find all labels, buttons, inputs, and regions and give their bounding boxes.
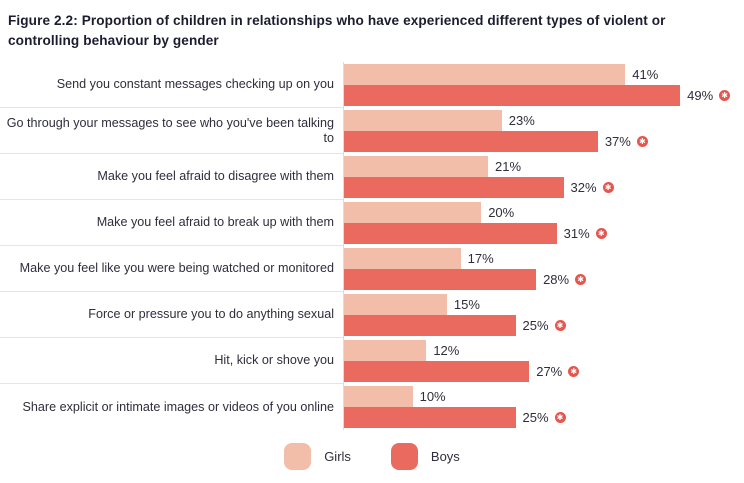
category-label: Go through your messages to see who you'… bbox=[0, 108, 343, 154]
plot-area: 21% 32% ✱ bbox=[343, 154, 744, 200]
significance-icon: ✱ bbox=[568, 366, 580, 377]
chart-row: Share explicit or intimate images or vid… bbox=[0, 384, 744, 430]
legend-item-boys: Boys bbox=[390, 443, 460, 470]
boys-bar bbox=[344, 223, 557, 244]
category-label: Force or pressure you to do anything sex… bbox=[0, 292, 343, 338]
chart-row: Force or pressure you to do anything sex… bbox=[0, 292, 744, 338]
girls-bar-line: 12% bbox=[344, 340, 744, 361]
boys-value-label: 27% bbox=[536, 364, 563, 379]
girls-value-label: 21% bbox=[495, 159, 522, 174]
legend-label-boys: Boys bbox=[430, 449, 460, 464]
chart-row: Make you feel like you were being watche… bbox=[0, 246, 744, 292]
girls-bar bbox=[344, 202, 482, 223]
girls-bar-line: 23% bbox=[344, 110, 744, 131]
chart-row: Go through your messages to see who you'… bbox=[0, 108, 744, 154]
boys-bar-line: 37% ✱ bbox=[344, 131, 744, 152]
girls-value-label: 12% bbox=[433, 343, 460, 358]
girls-bar-line: 41% bbox=[344, 64, 744, 85]
girls-bar bbox=[344, 64, 626, 85]
girls-bar bbox=[344, 248, 461, 269]
girls-value-label: 20% bbox=[488, 205, 515, 220]
girls-value-label: 41% bbox=[632, 67, 659, 82]
girls-swatch-icon bbox=[284, 443, 312, 470]
plot-area: 12% 27% ✱ bbox=[343, 338, 744, 384]
boys-value-label: 28% bbox=[543, 272, 570, 287]
boys-bar bbox=[344, 131, 598, 152]
boys-bar-line: 27% ✱ bbox=[344, 361, 744, 382]
boys-bar-line: 25% ✱ bbox=[344, 407, 744, 428]
category-label: Send you constant messages checking up o… bbox=[0, 62, 343, 108]
boys-value-label: 37% bbox=[604, 134, 631, 149]
plot-area: 15% 25% ✱ bbox=[343, 292, 744, 338]
chart-rows: Send you constant messages checking up o… bbox=[0, 62, 744, 430]
significance-icon: ✱ bbox=[719, 90, 731, 101]
girls-bar bbox=[344, 156, 489, 177]
chart-row: Send you constant messages checking up o… bbox=[0, 62, 744, 108]
legend-label-girls: Girls bbox=[324, 449, 351, 464]
girls-bar-line: 20% bbox=[344, 202, 744, 223]
girls-bar-line: 17% bbox=[344, 248, 744, 269]
girls-bar-line: 10% bbox=[344, 386, 744, 407]
boys-bar bbox=[344, 269, 537, 290]
category-label: Make you feel like you were being watche… bbox=[0, 246, 343, 292]
plot-area: 41% 49% ✱ bbox=[343, 62, 744, 108]
boys-bar-line: 25% ✱ bbox=[344, 315, 744, 336]
figure-title: Figure 2.2: Proportion of children in re… bbox=[8, 13, 666, 48]
significance-icon: ✱ bbox=[602, 182, 614, 193]
boys-bar bbox=[344, 407, 516, 428]
girls-value-label: 10% bbox=[419, 389, 446, 404]
significance-icon: ✱ bbox=[636, 136, 648, 147]
girls-value-label: 23% bbox=[508, 113, 535, 128]
girls-bar bbox=[344, 294, 447, 315]
boys-value-label: 25% bbox=[522, 318, 549, 333]
girls-bar-line: 21% bbox=[344, 156, 744, 177]
boys-bar bbox=[344, 361, 530, 382]
legend-item-girls: Girls bbox=[284, 443, 351, 470]
boys-bar bbox=[344, 177, 564, 198]
boys-bar bbox=[344, 85, 681, 106]
plot-area: 10% 25% ✱ bbox=[343, 384, 744, 430]
girls-bar bbox=[344, 110, 502, 131]
category-label: Make you feel afraid to break up with th… bbox=[0, 200, 343, 246]
boys-value-label: 25% bbox=[522, 410, 549, 425]
girls-bar bbox=[344, 386, 413, 407]
bar-chart: Send you constant messages checking up o… bbox=[0, 62, 744, 430]
boys-value-label: 31% bbox=[563, 226, 590, 241]
boys-value-label: 32% bbox=[570, 180, 597, 195]
girls-bar bbox=[344, 340, 427, 361]
girls-value-label: 15% bbox=[453, 297, 480, 312]
boys-bar-line: 49% ✱ bbox=[344, 85, 744, 106]
boys-swatch-icon bbox=[390, 443, 418, 470]
significance-icon: ✱ bbox=[595, 228, 607, 239]
chart-row: Make you feel afraid to disagree with th… bbox=[0, 154, 744, 200]
boys-bar bbox=[344, 315, 516, 336]
plot-area: 17% 28% ✱ bbox=[343, 246, 744, 292]
category-label: Share explicit or intimate images or vid… bbox=[22, 399, 334, 414]
girls-bar-line: 15% bbox=[344, 294, 744, 315]
significance-icon: ✱ bbox=[554, 412, 566, 423]
boys-bar-line: 28% ✱ bbox=[344, 269, 744, 290]
chart-row: Make you feel afraid to break up with th… bbox=[0, 200, 744, 246]
significance-icon: ✱ bbox=[554, 320, 566, 331]
plot-area: 23% 37% ✱ bbox=[343, 108, 744, 154]
girls-value-label: 17% bbox=[467, 251, 494, 266]
category-label: Make you feel afraid to disagree with th… bbox=[0, 154, 343, 200]
chart-row: Hit, kick or shove you 12% 27% ✱ bbox=[0, 338, 744, 384]
plot-area: 20% 31% ✱ bbox=[343, 200, 744, 246]
significance-icon: ✱ bbox=[575, 274, 587, 285]
chart-legend: Girls Boys bbox=[0, 443, 744, 470]
boys-bar-line: 31% ✱ bbox=[344, 223, 744, 244]
category-label: Hit, kick or shove you bbox=[0, 338, 343, 384]
boys-bar-line: 32% ✱ bbox=[344, 177, 744, 198]
boys-value-label: 49% bbox=[687, 88, 714, 103]
